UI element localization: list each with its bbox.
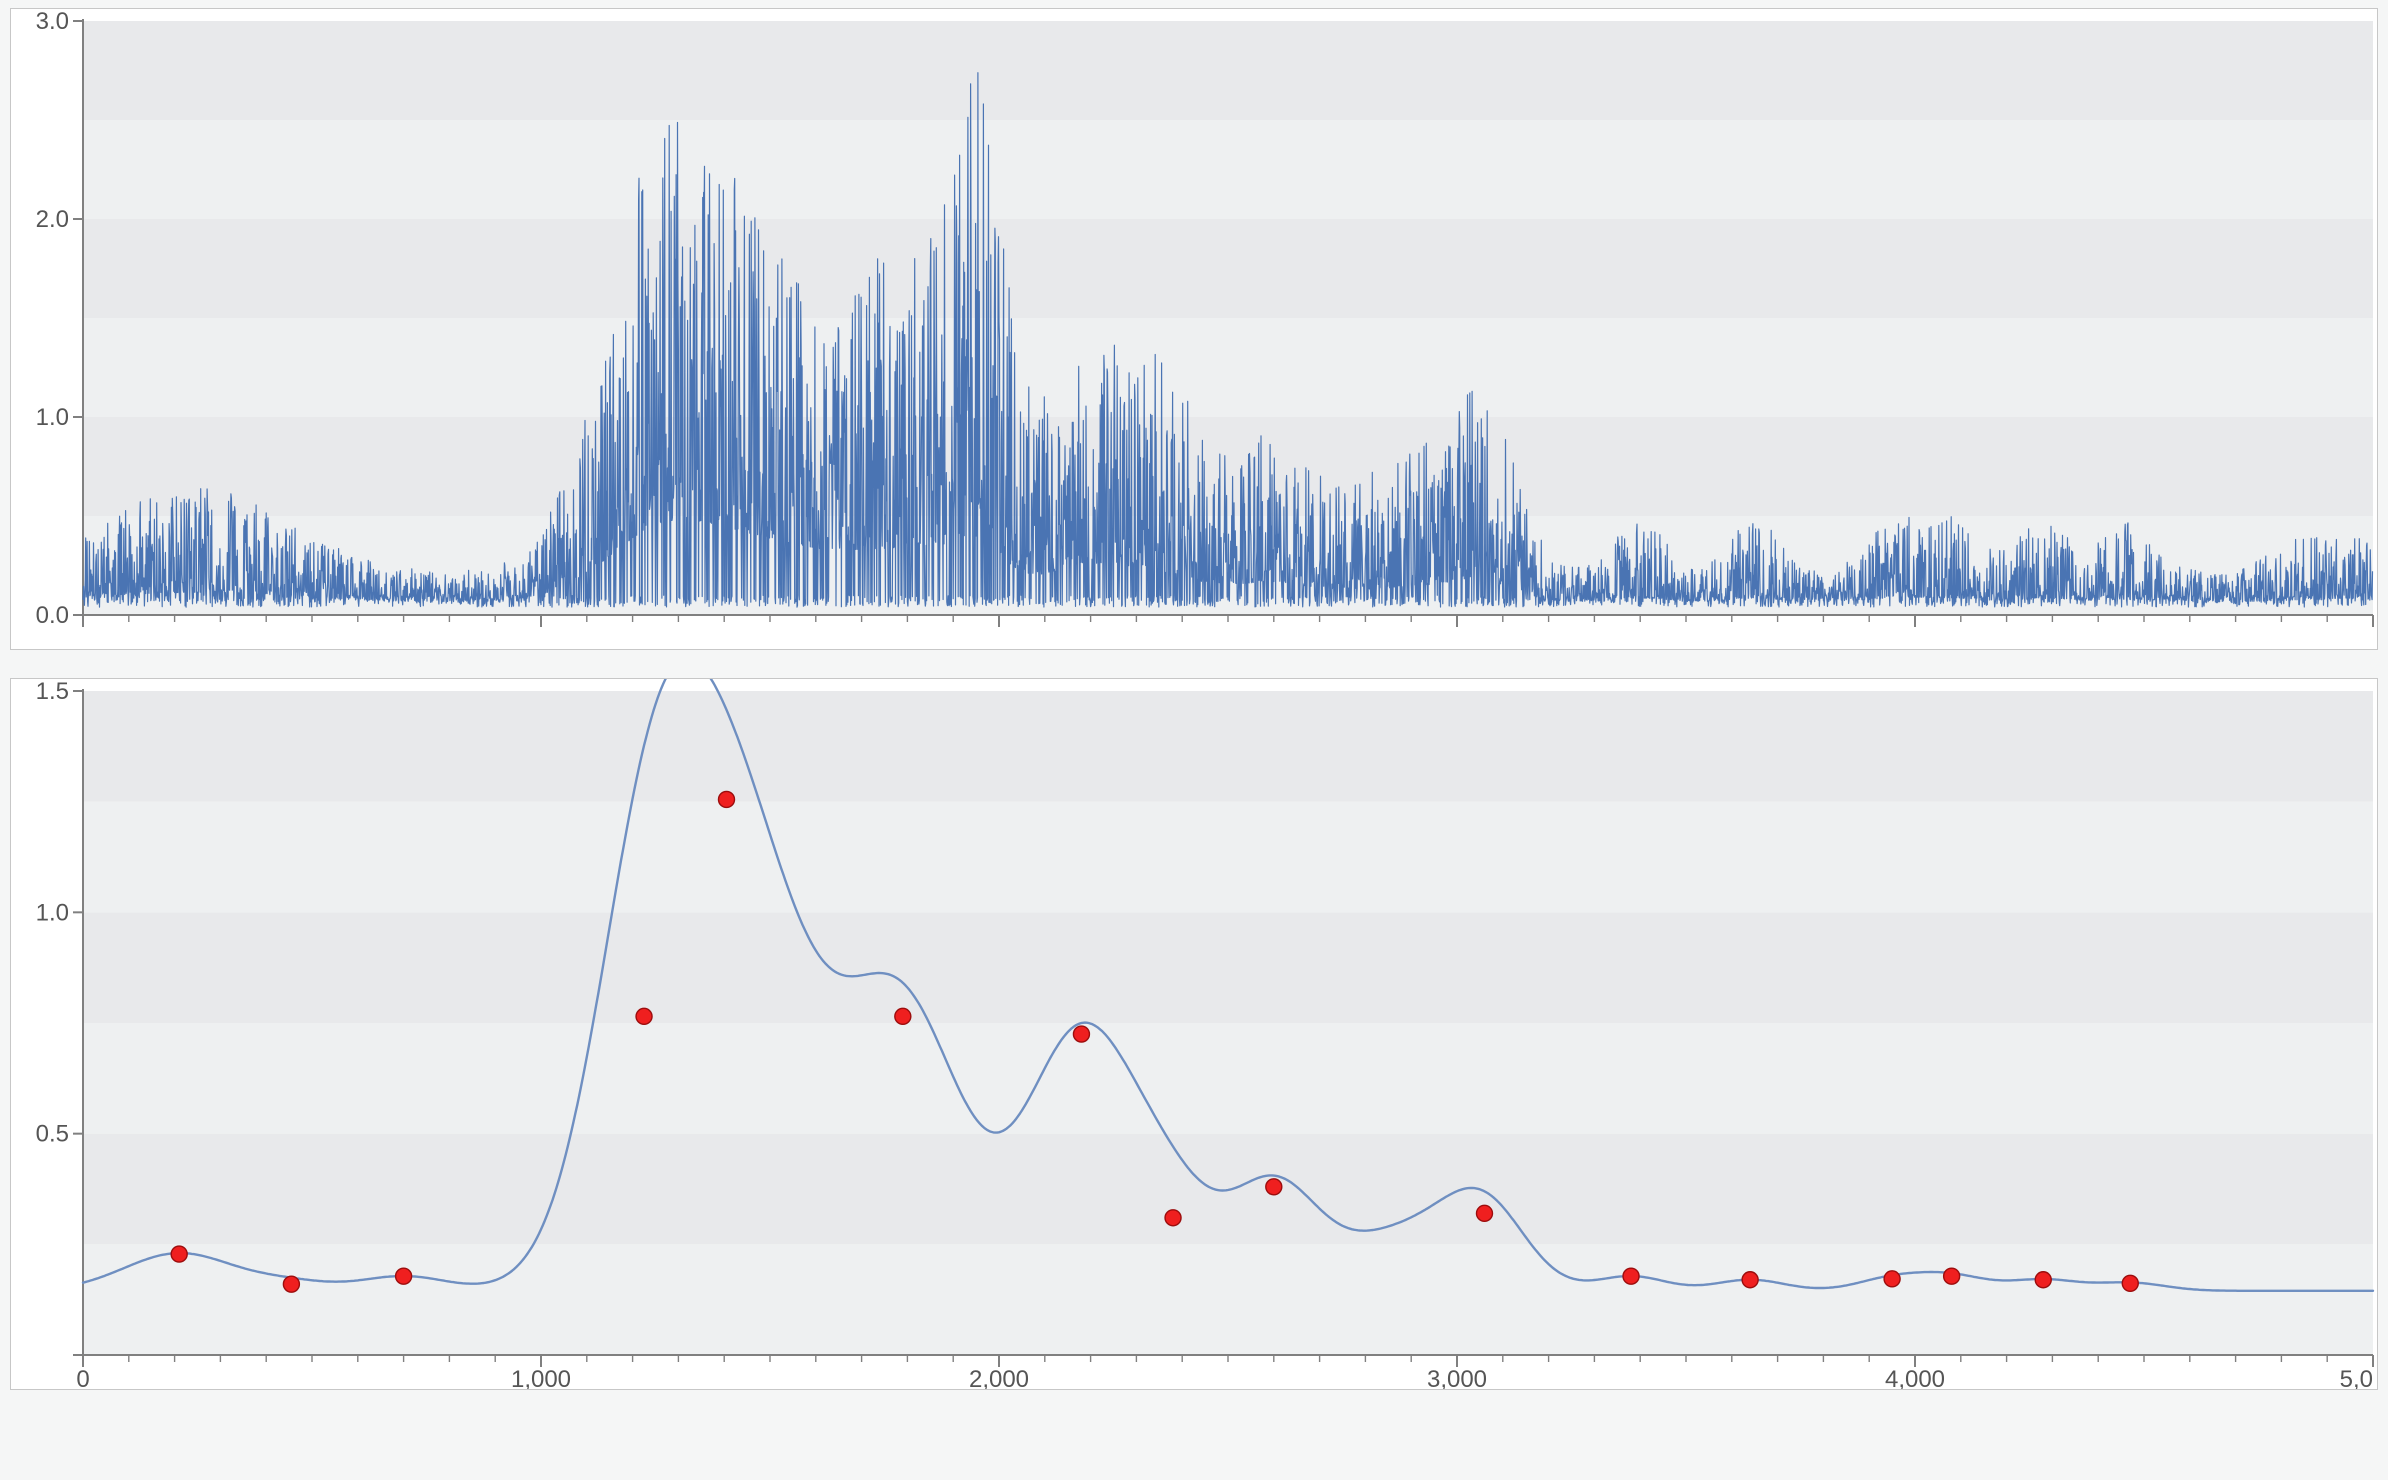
top-chart-svg: 0.0 1.0 2.0 3.0: [11, 9, 2379, 649]
x-tick-label: 5,0: [2340, 1366, 2373, 1389]
bottom-chart-svg: 0.5 1.0 1.5 0 1,000 2,000 3,000 4,000 5,0: [11, 679, 2379, 1389]
peak-marker: [283, 1276, 299, 1292]
peak-marker: [1266, 1179, 1282, 1195]
peak-marker: [1944, 1268, 1960, 1284]
x-tick-label: 0: [76, 1366, 89, 1389]
top-chart-panel: 0.0 1.0 2.0 3.0: [10, 8, 2378, 650]
peak-marker: [1742, 1272, 1758, 1288]
peak-marker: [171, 1246, 187, 1262]
peak-marker: [636, 1008, 652, 1024]
y-tick-label: 2.0: [36, 206, 69, 233]
peak-marker: [1884, 1271, 1900, 1287]
y-tick-label: 0.5: [36, 1121, 69, 1148]
y-tick-label: 1.5: [36, 679, 69, 705]
x-tick-label: 3,000: [1427, 1366, 1487, 1389]
peak-marker: [1623, 1268, 1639, 1284]
x-tick-label: 2,000: [969, 1366, 1029, 1389]
y-tick-label: 1.0: [36, 404, 69, 431]
bottom-chart-panel: 0.5 1.0 1.5 0 1,000 2,000 3,000 4,000 5,0: [10, 678, 2378, 1390]
y-tick-label: 0.0: [36, 602, 69, 629]
peak-marker: [1165, 1210, 1181, 1226]
peak-marker: [718, 791, 734, 807]
x-tick-label: 4,000: [1885, 1366, 1945, 1389]
peak-marker: [2035, 1272, 2051, 1288]
peak-marker: [1073, 1026, 1089, 1042]
peak-marker: [2122, 1275, 2138, 1291]
peak-marker: [895, 1008, 911, 1024]
peak-marker: [1476, 1205, 1492, 1221]
y-tick-label: 3.0: [36, 9, 69, 35]
x-tick-label: 1,000: [511, 1366, 571, 1389]
y-tick-label: 1.0: [36, 899, 69, 926]
peak-marker: [396, 1268, 412, 1284]
